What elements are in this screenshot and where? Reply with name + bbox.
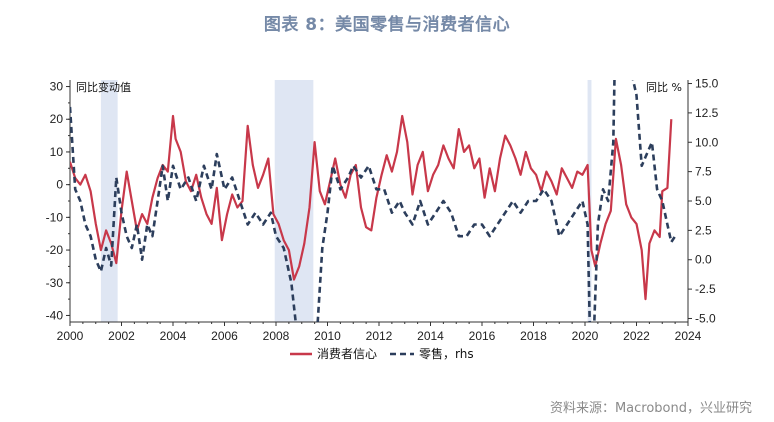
y-right-tick-label: -2.5 [695, 282, 716, 296]
y-axis-right-label: 同比 % [646, 81, 682, 94]
x-tick-label-2008: 2008 [263, 329, 290, 343]
series-line-confidence [70, 114, 673, 301]
x-tick-label-2002: 2002 [108, 329, 135, 343]
y-right-tick-label: 15.0 [695, 77, 719, 91]
x-tick-label-2012: 2012 [366, 329, 393, 343]
y-right-tick-label: -5.0 [695, 311, 716, 325]
recession-band-1 [274, 80, 314, 322]
x-tick-label-2004: 2004 [160, 329, 187, 343]
legend-label-confidence: 消费者信心 [317, 347, 377, 361]
y-left-tick-label: -20 [46, 243, 64, 257]
x-tick-label-2024: 2024 [675, 329, 702, 343]
y-left-tick-label: -30 [46, 276, 64, 290]
y-left-tick-label: 20 [50, 112, 64, 126]
y-left-tick-label: 0 [56, 178, 63, 192]
x-axis: 2000 2002 2004 2006 2008 2010 2012 2014 2016 2018… [57, 322, 702, 343]
x-tick-label-2006: 2006 [211, 329, 238, 343]
y-axis-right: 15.0 12.5 10.0 7.5 5.0 2.5 0.0 -2.5 -5.0 [688, 77, 719, 325]
x-tick-label-2014: 2014 [417, 329, 444, 343]
y-left-tick-label: 30 [50, 80, 64, 94]
legend: 消费者信心 零售，rhs [290, 346, 474, 361]
y-right-tick-label: 7.5 [695, 165, 712, 179]
y-left-tick-label: -10 [46, 210, 64, 224]
y-right-tick-label: 5.0 [695, 194, 712, 208]
series-lines [70, 80, 677, 322]
x-tick-label-2016: 2016 [469, 329, 496, 343]
y-left-tick-label: 10 [50, 145, 64, 159]
y-right-tick-label: 2.5 [695, 223, 712, 237]
y-right-tick-label: 10.0 [695, 135, 719, 149]
y-left-tick-label: -40 [46, 308, 64, 322]
x-tick-label-2020: 2020 [572, 329, 599, 343]
series-line-retail [70, 80, 677, 322]
recession-bands [100, 80, 592, 322]
y-right-tick-label: 0.0 [695, 253, 712, 267]
recession-band-0 [100, 80, 118, 322]
y-axis-left: 30 20 10 0 -10 -20 -30 -40 [46, 80, 70, 322]
source-note: 资料来源：Macrobond，兴业研究 [549, 401, 752, 416]
legend-label-retail: 零售，rhs [419, 346, 474, 361]
chart-title: 图表 8：美国零售与消费者信心 [263, 15, 511, 35]
x-tick-label-2018: 2018 [520, 329, 547, 343]
y-right-tick-label: 12.5 [695, 106, 719, 120]
x-tick-label-2010: 2010 [314, 329, 341, 343]
x-tick-label-2022: 2022 [623, 329, 650, 343]
y-axis-left-label: 同比变动值 [76, 80, 131, 94]
x-tick-label-2000: 2000 [57, 329, 84, 343]
